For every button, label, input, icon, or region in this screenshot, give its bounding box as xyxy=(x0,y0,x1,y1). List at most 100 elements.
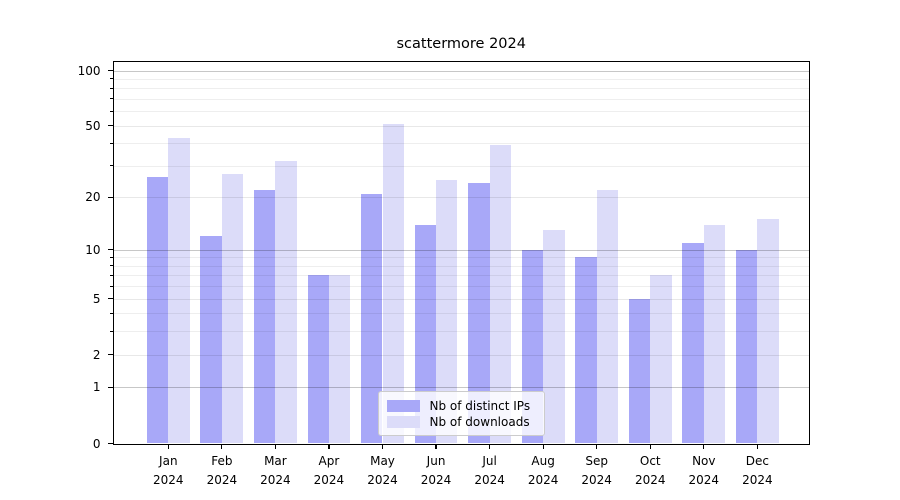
legend-item-distinct-ips: Nb of distinct IPs xyxy=(386,398,535,414)
gridline-y-100 xyxy=(113,70,809,72)
y-tick-10 xyxy=(107,249,113,251)
y-tick-20 xyxy=(107,196,113,199)
y-tick-label-0: 0 xyxy=(92,436,101,451)
gridline-y-5 xyxy=(113,298,809,300)
legend-label-distinct-ips: Nb of distinct IPs xyxy=(429,399,531,413)
y-tick-50 xyxy=(107,125,113,127)
y-tick-label-10: 10 xyxy=(85,242,101,257)
bar-nb-of-downloads-mar xyxy=(275,160,297,444)
gridline-y-6 xyxy=(113,286,809,288)
y-tick-label-50: 50 xyxy=(85,118,101,133)
x-tick-label-apr: Apr 2024 xyxy=(313,453,345,487)
x-tick-label-jan: Jan 2024 xyxy=(153,453,184,487)
legend-swatch-distinct-ips xyxy=(386,400,420,412)
x-tick-label-feb: Feb 2024 xyxy=(206,453,238,487)
y-tick-1 xyxy=(107,386,113,389)
bar-nb-of-distinct-ips-dec xyxy=(735,249,758,444)
bar-nb-of-downloads-jun xyxy=(436,180,458,444)
y-minor-tick-9 xyxy=(109,256,113,258)
bar-nb-of-distinct-ips-jul xyxy=(468,183,490,444)
y-tick-5 xyxy=(107,298,113,300)
legend: Nb of distinct IPs Nb of downloads xyxy=(377,391,545,436)
x-tick-sep xyxy=(596,444,598,449)
y-tick-0 xyxy=(107,442,113,445)
gridline-y-30 xyxy=(113,165,809,167)
gridline-y-7 xyxy=(113,275,809,277)
x-tick-oct xyxy=(649,444,651,449)
gridline-y-1 xyxy=(113,387,809,389)
x-tick-may xyxy=(381,444,384,449)
x-tick-label-mar: Mar 2024 xyxy=(260,453,291,487)
y-minor-tick-7 xyxy=(109,274,113,276)
bar-nb-of-distinct-ips-apr xyxy=(307,275,329,444)
x-tick-jan xyxy=(167,444,169,449)
gridline-y-9 xyxy=(113,257,809,259)
bar-nb-of-distinct-ips-jun xyxy=(414,224,437,444)
x-tick-apr xyxy=(328,444,330,449)
gridline-y-50 xyxy=(113,125,809,127)
x-tick-aug xyxy=(542,444,544,449)
gridline-y-10 xyxy=(113,249,809,251)
y-minor-tick-4 xyxy=(109,312,113,314)
gridline-y-2 xyxy=(113,354,809,356)
y-tick-label-1: 1 xyxy=(92,380,101,395)
gridline-y-8 xyxy=(113,265,809,267)
bar-nb-of-distinct-ips-feb xyxy=(200,236,222,444)
gridline-y-3 xyxy=(113,331,809,333)
y-minor-tick-6 xyxy=(109,285,113,287)
y-minor-tick-60 xyxy=(109,110,113,112)
y-tick-label-20: 20 xyxy=(85,190,101,205)
gridline-y-40 xyxy=(113,143,809,145)
x-tick-label-sep: Sep 2024 xyxy=(581,453,612,487)
bar-nb-of-distinct-ips-nov xyxy=(682,242,704,444)
x-tick-jun xyxy=(435,444,437,449)
bar-nb-of-downloads-dec xyxy=(757,219,779,444)
y-tick-100 xyxy=(107,69,113,72)
bar-nb-of-downloads-jan xyxy=(168,137,190,444)
bar-nb-of-downloads-feb xyxy=(221,174,244,444)
bar-nb-of-distinct-ips-mar xyxy=(254,190,276,444)
gridline-y-90 xyxy=(113,78,809,80)
bar-nb-of-distinct-ips-jan xyxy=(146,177,169,444)
plot-area: Nb of distinct IPs Nb of downloads xyxy=(112,61,810,445)
bar-nb-of-distinct-ips-may xyxy=(361,193,383,444)
bar-nb-of-distinct-ips-sep xyxy=(575,257,597,444)
x-tick-nov xyxy=(703,444,705,449)
y-tick-label-100: 100 xyxy=(77,63,101,78)
x-tick-feb xyxy=(221,444,223,449)
bar-nb-of-downloads-may xyxy=(382,124,404,444)
x-tick-label-nov: Nov 2024 xyxy=(688,453,720,487)
bar-nb-of-downloads-sep xyxy=(596,190,619,444)
y-minor-tick-70 xyxy=(109,98,113,100)
x-tick-label-aug: Aug 2024 xyxy=(527,453,559,487)
x-tick-mar xyxy=(274,444,276,449)
y-minor-tick-80 xyxy=(109,87,113,89)
x-tick-label-jun: Jun 2024 xyxy=(420,453,452,487)
bar-nb-of-downloads-aug xyxy=(543,230,565,444)
bar-nb-of-downloads-nov xyxy=(703,224,726,444)
x-tick-label-dec: Dec 2024 xyxy=(742,453,773,487)
gridline-y-4 xyxy=(113,313,809,315)
x-tick-label-jul: Jul 2024 xyxy=(474,453,505,487)
y-minor-tick-90 xyxy=(109,78,113,80)
y-tick-label-2: 2 xyxy=(92,347,101,362)
y-minor-tick-30 xyxy=(109,165,113,167)
legend-swatch-downloads xyxy=(386,416,420,428)
legend-item-downloads: Nb of downloads xyxy=(386,414,535,430)
legend-label-downloads: Nb of downloads xyxy=(429,415,530,429)
x-tick-dec xyxy=(756,444,758,449)
x-tick-label-oct: Oct 2024 xyxy=(634,453,666,487)
y-tick-2 xyxy=(107,354,113,356)
bar-nb-of-downloads-jul xyxy=(489,145,511,444)
x-tick-jul xyxy=(489,444,491,449)
y-tick-label-5: 5 xyxy=(92,291,101,306)
gridline-y-80 xyxy=(113,88,809,90)
gridline-y-60 xyxy=(113,111,809,113)
y-minor-tick-40 xyxy=(109,142,113,144)
bar-nb-of-downloads-apr xyxy=(328,275,351,444)
y-minor-tick-8 xyxy=(109,265,113,267)
x-tick-label-may: May 2024 xyxy=(367,453,398,487)
gridline-y-20 xyxy=(113,197,809,199)
bar-nb-of-distinct-ips-oct xyxy=(628,298,651,444)
